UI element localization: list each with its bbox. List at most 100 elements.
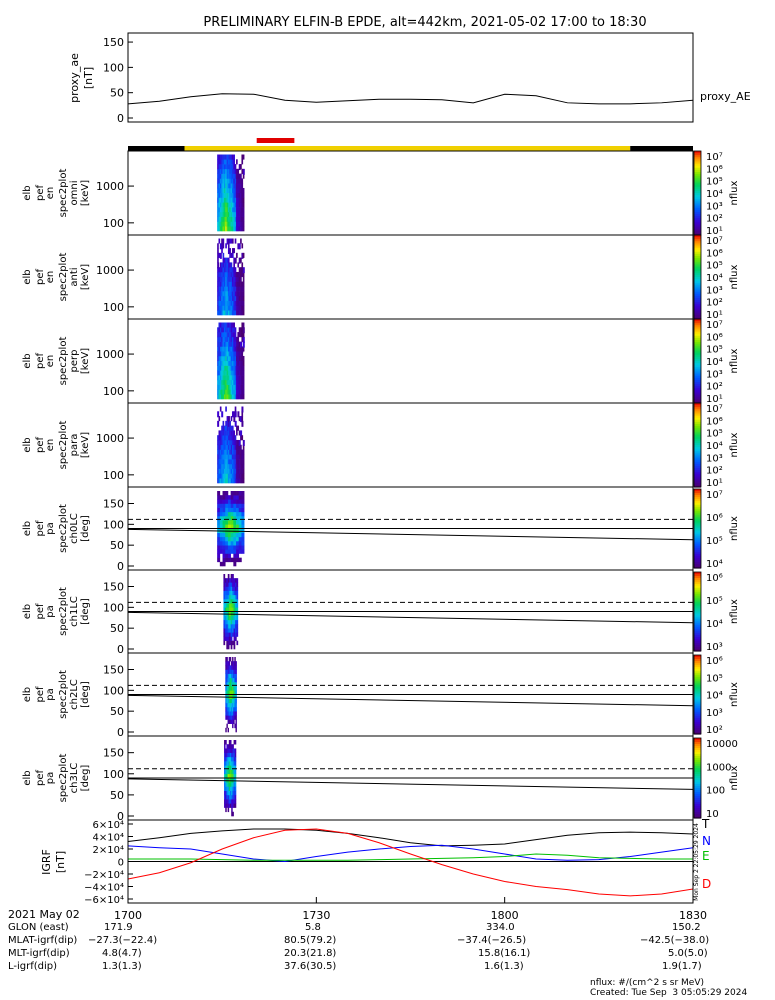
ephemeris-value: −42.5(−38.0) (640, 935, 710, 946)
pa-spectrogram-cell (232, 677, 234, 683)
spectrogram-cell (223, 159, 226, 165)
pa-spectrogram-cell (225, 807, 227, 813)
pa-spectrogram-cell (233, 607, 236, 612)
spectrogram-cell (225, 211, 227, 217)
pa-spectrogram-cell (227, 516, 231, 521)
spectrogram-cell (223, 351, 226, 357)
pa-spectrogram-cell (234, 715, 236, 720)
pa-spectrogram-cell (226, 698, 228, 704)
spectrogram-cell (231, 379, 234, 385)
pa-spectrogram-cell (229, 624, 231, 629)
colorbar-cell (694, 627, 701, 630)
spectrogram-cell (221, 291, 223, 297)
colorbar-cell (694, 728, 701, 731)
spectrogram-cell (230, 271, 233, 278)
pa-spectrogram-cell (236, 545, 240, 550)
colorbar-cell (694, 262, 701, 265)
spectrogram-cell (229, 336, 231, 342)
spectrogram-cell (240, 281, 242, 287)
spectrogram-cell (218, 238, 221, 244)
spectrogram-cell (221, 202, 223, 208)
spectrogram-cell (230, 336, 233, 342)
spectra-ylabel: pef (35, 269, 46, 286)
spectrogram-cell (230, 310, 233, 316)
pa-spectrogram-cell (233, 665, 235, 670)
spectrogram-cell (218, 473, 221, 479)
pa-spectrogram-cell (234, 786, 237, 791)
spectrogram-cell (236, 286, 238, 292)
colorbar-cell (694, 516, 701, 520)
pa-spectrogram-cell (227, 520, 231, 525)
spectrogram-cell (223, 197, 226, 203)
colorbar-cell (694, 478, 701, 482)
pa-spectrogram-cell (232, 582, 234, 587)
pa-spectrogram-cell (229, 619, 231, 625)
spectrogram-cell (230, 468, 233, 474)
spectrogram-cell (238, 454, 241, 460)
pa-spectrogram-cell (228, 744, 231, 749)
spectrogram-cell (223, 173, 226, 179)
colorbar-cell (694, 688, 701, 692)
colorbar-cell (694, 764, 701, 767)
spectrogram-cell (221, 463, 223, 469)
spectrogram-cell (223, 355, 226, 362)
colorbar-cell (694, 566, 701, 569)
spectrogram-cell (233, 365, 235, 371)
spectrogram-cell (225, 226, 227, 232)
colorbar-cell (694, 750, 701, 753)
spectrogram-cell (241, 211, 244, 217)
spectrogram-cell (219, 159, 222, 165)
pa-ylabel: ch0LC (69, 513, 80, 544)
spectrogram-cell (240, 216, 242, 222)
spectrogram-cell (222, 473, 225, 479)
pa-spectrogram-cell (236, 615, 239, 621)
pa-spectrogram-cell (227, 711, 229, 716)
pa-spectrogram-cell (227, 673, 229, 679)
spectrogram-cell (219, 262, 222, 268)
spectrogram-cell (222, 295, 225, 301)
spectrogram-cell (234, 365, 237, 371)
ephemeris-value: 334.0 (486, 922, 515, 933)
spectrogram-cell (231, 248, 234, 254)
spectrogram-cell (236, 468, 238, 474)
pa-ylabel: pef (35, 686, 46, 703)
colorbar-cell (694, 169, 701, 173)
spectrogram-cell (231, 286, 234, 292)
spectrogram-cell (242, 394, 245, 400)
spectrogram-cell (225, 346, 227, 352)
pa-spectrogram-cell (224, 769, 226, 775)
pa-spectrogram-cell (230, 786, 232, 791)
colorbar-cell (694, 442, 701, 446)
colorbar-cell (694, 405, 701, 408)
spectrogram-cell (218, 322, 221, 328)
spectrogram-cell (229, 178, 231, 184)
pa-spectrogram-cell (235, 690, 237, 695)
spectrogram-speck (242, 327, 245, 334)
colorbar-cell (694, 249, 701, 253)
colorbar-cell (694, 333, 701, 337)
spectra-panel-frame (127, 402, 694, 488)
spectrogram-cell (231, 463, 234, 469)
pa-spectrogram-cell (227, 782, 230, 787)
spectrogram-cell (231, 370, 234, 376)
spectrogram-cell (230, 207, 233, 213)
spectrogram-cell (230, 439, 233, 446)
spectrogram-cell (222, 305, 225, 311)
pa-spectrogram-cell (227, 748, 230, 753)
spectrogram-cell (219, 187, 222, 194)
colorbar-cell (694, 768, 701, 771)
spectrogram-cell (231, 197, 234, 203)
pa-spectrogram-cell (236, 611, 239, 616)
spectrogram-cell (238, 384, 241, 390)
colorbar-tick-label: 10¹ (706, 310, 723, 321)
spectrogram-cell (227, 197, 230, 203)
pa-spectrogram-cell (234, 723, 236, 729)
pa-spectrogram-cell (229, 657, 232, 662)
colorbar-cell (694, 388, 701, 391)
spectrogram-cell (234, 276, 237, 282)
spectrogram-cell (237, 305, 240, 311)
pa-spectrogram-cell (225, 748, 227, 753)
spectrogram-cell (242, 197, 245, 203)
pa-spectrogram-cell (223, 578, 226, 583)
spectrogram-cell (221, 459, 223, 465)
